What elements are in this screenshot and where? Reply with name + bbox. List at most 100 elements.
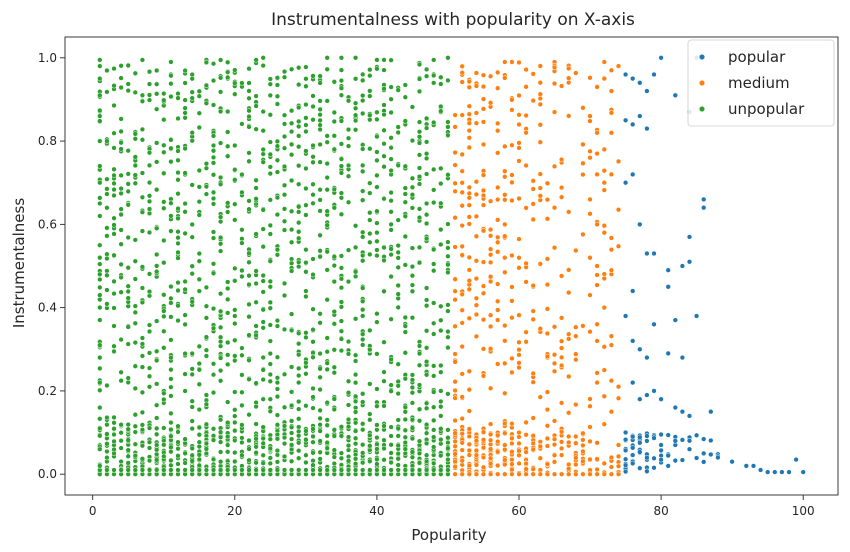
unpopular-point bbox=[217, 140, 224, 146]
unpopular-point bbox=[217, 355, 224, 361]
medium-point bbox=[516, 59, 522, 66]
unpopular-point bbox=[146, 206, 153, 212]
unpopular-point bbox=[246, 150, 252, 156]
unpopular-point bbox=[438, 388, 444, 394]
unpopular-point bbox=[175, 429, 181, 435]
unpopular-point bbox=[97, 261, 103, 267]
unpopular-point bbox=[303, 83, 309, 89]
medium-point bbox=[466, 452, 472, 458]
unpopular-point bbox=[260, 307, 266, 313]
medium-point bbox=[551, 80, 558, 87]
unpopular-point bbox=[111, 231, 117, 237]
unpopular-point bbox=[125, 288, 131, 295]
unpopular-point bbox=[267, 284, 273, 290]
unpopular-point bbox=[182, 460, 188, 466]
unpopular-point bbox=[288, 260, 295, 266]
popular-point bbox=[665, 432, 671, 438]
medium-point bbox=[459, 243, 465, 250]
medium-point bbox=[509, 449, 515, 455]
unpopular-point bbox=[97, 463, 103, 469]
medium-point bbox=[466, 441, 472, 447]
unpopular-point bbox=[416, 119, 423, 125]
unpopular-point bbox=[111, 215, 117, 221]
unpopular-point bbox=[260, 272, 266, 279]
unpopular-point bbox=[288, 402, 295, 409]
medium-point bbox=[601, 344, 607, 350]
unpopular-point bbox=[217, 429, 224, 435]
unpopular-point bbox=[303, 371, 309, 377]
unpopular-point bbox=[367, 381, 373, 387]
unpopular-point bbox=[253, 436, 259, 442]
medium-point bbox=[473, 179, 480, 185]
unpopular-point bbox=[217, 378, 224, 384]
medium-point bbox=[502, 233, 508, 239]
unpopular-point bbox=[118, 75, 124, 81]
medium-point bbox=[495, 69, 501, 76]
medium-point bbox=[473, 438, 480, 444]
unpopular-point bbox=[395, 417, 401, 423]
unpopular-point bbox=[324, 417, 330, 423]
unpopular-point bbox=[388, 316, 394, 322]
medium-point bbox=[487, 252, 494, 258]
unpopular-point bbox=[445, 132, 451, 138]
unpopular-point bbox=[296, 341, 302, 347]
medium-point bbox=[466, 184, 472, 191]
unpopular-point bbox=[360, 110, 366, 117]
unpopular-point bbox=[246, 446, 252, 452]
unpopular-point bbox=[296, 229, 302, 235]
unpopular-point bbox=[111, 172, 117, 179]
medium-point bbox=[537, 139, 543, 145]
unpopular-point bbox=[367, 93, 373, 99]
medium-point bbox=[466, 190, 472, 197]
medium-point bbox=[495, 298, 501, 304]
unpopular-point bbox=[274, 412, 281, 418]
medium-point bbox=[573, 433, 579, 440]
popular-point bbox=[750, 463, 757, 469]
unpopular-point bbox=[374, 184, 380, 190]
unpopular-point bbox=[317, 117, 323, 124]
medium-point bbox=[452, 124, 458, 130]
medium-point bbox=[502, 420, 508, 427]
unpopular-point bbox=[210, 372, 217, 378]
unpopular-point bbox=[203, 467, 210, 473]
unpopular-point bbox=[175, 90, 181, 97]
medium-point bbox=[544, 197, 551, 203]
unpopular-point bbox=[154, 318, 160, 324]
popular-point bbox=[793, 456, 799, 463]
unpopular-point bbox=[388, 227, 394, 233]
popular-point bbox=[701, 436, 707, 442]
unpopular-point bbox=[175, 423, 181, 429]
unpopular-point bbox=[246, 95, 252, 101]
unpopular-point bbox=[409, 377, 416, 383]
medium-point bbox=[480, 290, 487, 296]
unpopular-point bbox=[352, 393, 359, 400]
unpopular-point bbox=[232, 142, 238, 149]
unpopular-point bbox=[445, 334, 451, 340]
unpopular-point bbox=[104, 448, 110, 455]
unpopular-point bbox=[168, 300, 174, 306]
unpopular-point bbox=[161, 260, 167, 266]
unpopular-point bbox=[338, 304, 345, 310]
unpopular-point bbox=[232, 313, 238, 319]
popular-point bbox=[630, 288, 636, 294]
unpopular-point bbox=[409, 288, 416, 294]
unpopular-point bbox=[388, 96, 394, 102]
medium-point bbox=[608, 409, 615, 415]
unpopular-point bbox=[146, 271, 153, 277]
unpopular-point bbox=[324, 399, 330, 406]
medium-point bbox=[551, 245, 558, 251]
unpopular-point bbox=[317, 456, 323, 462]
unpopular-point bbox=[225, 442, 231, 448]
medium-point bbox=[558, 439, 565, 445]
unpopular-point bbox=[168, 419, 174, 426]
unpopular-point bbox=[189, 89, 195, 95]
unpopular-point bbox=[317, 311, 323, 317]
unpopular-point bbox=[402, 409, 408, 415]
unpopular-point bbox=[239, 227, 245, 233]
medium-point bbox=[530, 440, 536, 447]
unpopular-point bbox=[296, 163, 302, 169]
unpopular-point bbox=[139, 92, 146, 98]
unpopular-point bbox=[246, 357, 252, 363]
medium-point bbox=[558, 362, 565, 369]
medium-point bbox=[466, 84, 472, 90]
